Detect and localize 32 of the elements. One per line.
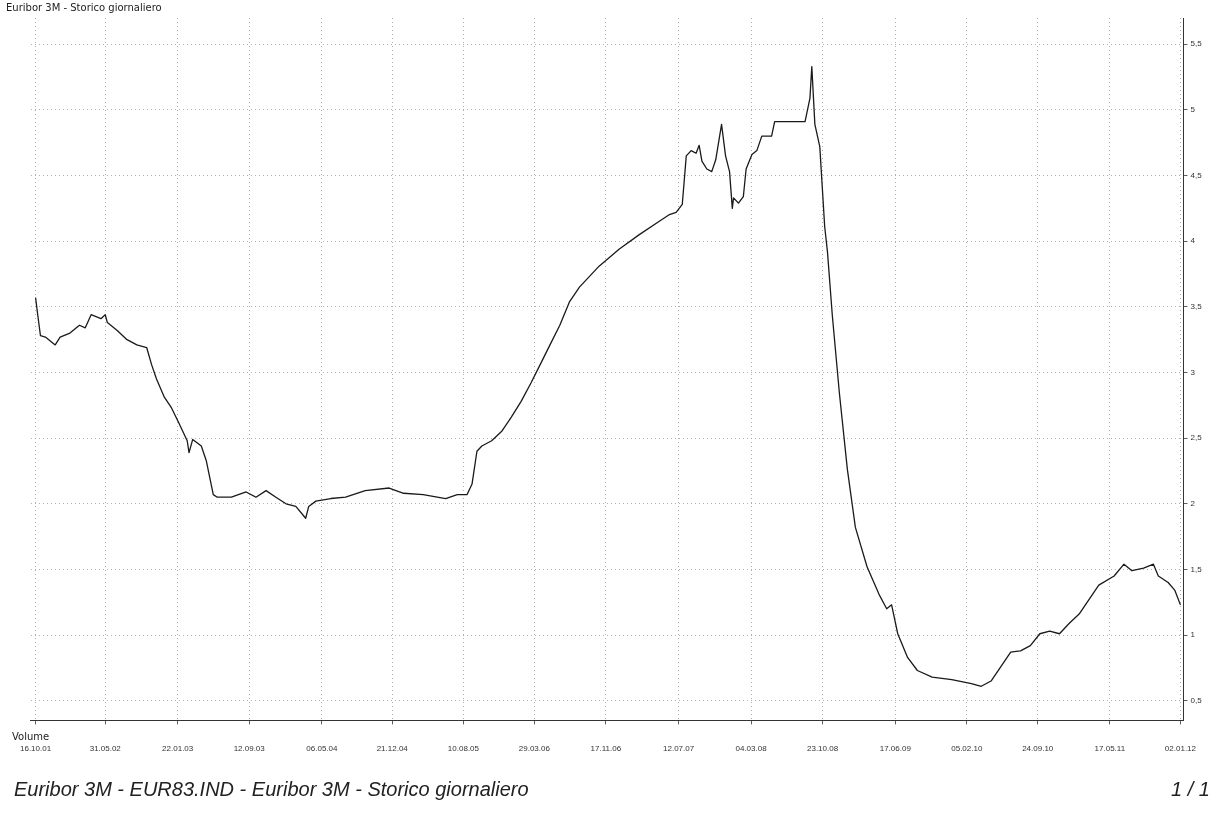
text: 1 / 1: [1171, 778, 1210, 801]
x-tick-label: 05.02.10: [951, 744, 983, 754]
x-tick-label: 04.03.08: [735, 744, 768, 754]
y-tick-label: 3,5: [1190, 302, 1203, 312]
chart-title: Euribor 3M - Storico giornaliero: [6, 1, 162, 13]
x-tick-label: 10.08.05: [447, 744, 480, 754]
text: Euribor 3M - EUR83.IND - Euribor 3M - Storico giornaliero: [14, 778, 529, 801]
y-tick-label: 4: [1190, 236, 1196, 246]
y-tick-label: 1: [1190, 630, 1196, 640]
x-tick-label: 17.05.11: [1094, 744, 1126, 754]
y-tick-label: 2,5: [1190, 433, 1203, 443]
y-tick-label: 2: [1190, 498, 1196, 508]
x-tick-label: 31.05.02: [89, 744, 122, 754]
x-tick-label: 12.09.03: [233, 744, 266, 754]
y-tick-label: 1,5: [1190, 564, 1203, 574]
y-tick-label: 3: [1190, 367, 1196, 377]
x-tick-label: 17.06.09: [879, 744, 912, 754]
y-tick-label: 5,5: [1190, 39, 1203, 49]
x-tick-label: 12.07.07: [663, 744, 695, 754]
x-tick-label: 24.09.10: [1022, 744, 1054, 754]
x-tick-label: 16.10.01: [19, 744, 52, 754]
x-tick-label: 17.11.06: [590, 744, 622, 754]
x-tick-label: 02.01.12: [1164, 744, 1197, 754]
x-tick-label: 06.05.04: [306, 744, 339, 754]
text: Volume: [12, 731, 50, 742]
x-tick-label: 29.03.06: [518, 744, 551, 754]
x-tick-label: 23.10.08: [806, 744, 839, 754]
y-tick-label: 5: [1190, 105, 1196, 115]
x-tick-label: 21.12.04: [376, 744, 409, 754]
x-tick-label: 22.01.03: [162, 744, 194, 754]
y-tick-label: 4,5: [1190, 170, 1203, 180]
y-tick-label: 0,5: [1190, 695, 1203, 705]
